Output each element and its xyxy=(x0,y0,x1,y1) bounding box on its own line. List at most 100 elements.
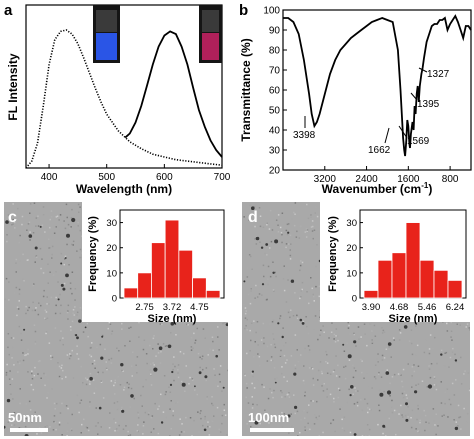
tem-texture-speck xyxy=(402,396,405,399)
peak-label-1569: 1569 xyxy=(407,136,430,147)
tem-texture-speck xyxy=(469,329,470,331)
nanoparticle-dot xyxy=(379,392,384,397)
tem-texture-speck xyxy=(281,411,283,414)
nanoparticle-dot xyxy=(301,322,305,325)
tem-texture-speck xyxy=(164,393,167,396)
tem-texture-speck xyxy=(101,334,104,337)
tem-texture-speck xyxy=(102,371,104,374)
nanoparticle-dot xyxy=(405,402,408,406)
tem-texture-speck xyxy=(314,414,316,416)
tem-texture-speck xyxy=(92,379,95,381)
tem-texture-speck xyxy=(71,271,74,273)
tem-texture-speck xyxy=(94,425,97,427)
tem-texture-speck xyxy=(246,318,248,321)
nanoparticle-dot xyxy=(204,375,208,379)
panel-a-chart: a 400 500 600 700 FL Intensity Wavelength (… xyxy=(4,2,231,196)
tem-texture-speck xyxy=(282,327,284,329)
tem-texture-speck xyxy=(323,383,325,385)
tem-texture-speck xyxy=(316,400,318,403)
tem-texture-speck xyxy=(66,216,68,219)
tem-texture-speck xyxy=(34,309,36,312)
tem-texture-speck xyxy=(254,238,256,240)
tem-texture-speck xyxy=(347,327,350,329)
tem-texture-speck xyxy=(117,376,119,378)
tem-texture-speck xyxy=(349,431,352,434)
tem-texture-speck xyxy=(415,384,417,386)
tem-texture-speck xyxy=(51,257,53,259)
tem-texture-speck xyxy=(266,222,268,225)
y-tick-label-30: 30 xyxy=(106,218,117,229)
tem-texture-speck xyxy=(211,402,213,405)
tem-texture-speck xyxy=(301,261,304,264)
tem-texture-speck xyxy=(272,333,274,335)
tem-texture-speck xyxy=(202,424,204,427)
tem-texture-speck xyxy=(424,414,427,417)
tem-texture-speck xyxy=(5,374,8,376)
tem-texture-speck xyxy=(404,396,406,398)
tem-texture-speck xyxy=(355,345,357,347)
tem-texture-speck xyxy=(360,336,362,338)
tem-texture-speck xyxy=(244,374,246,377)
nanoparticle-dot xyxy=(251,206,255,210)
tem-texture-speck xyxy=(294,292,296,294)
tem-texture-speck xyxy=(68,264,70,266)
tem-texture-speck xyxy=(255,331,257,334)
x-tick-label-500: 500 xyxy=(98,172,115,183)
tem-texture-speck xyxy=(193,419,195,422)
tem-texture-speck xyxy=(152,362,154,364)
tem-texture-speck xyxy=(49,226,51,229)
x-tick-label-5.46: 5.46 xyxy=(418,302,437,313)
tem-texture-speck xyxy=(445,351,448,354)
tem-texture-speck xyxy=(87,429,90,432)
histogram-y-axis-label: Frequency (%) xyxy=(87,216,99,292)
nanoparticle-dot xyxy=(225,323,228,327)
tem-texture-speck xyxy=(14,227,16,229)
tem-texture-speck xyxy=(11,224,13,226)
x-tick-label-4.68: 4.68 xyxy=(390,302,409,313)
tem-texture-speck xyxy=(419,421,421,424)
tem-texture-speck xyxy=(306,411,309,414)
tem-texture-speck xyxy=(78,211,80,213)
tem-texture-speck xyxy=(204,415,206,418)
tem-texture-speck xyxy=(267,283,269,286)
tem-texture-speck xyxy=(34,411,36,413)
tem-texture-speck xyxy=(466,412,469,415)
tem-texture-speck xyxy=(110,333,113,335)
panel-d-overlay: d 0 10 20 30 3.90 4.68 5.46 6.24 Size (nm) Freque… xyxy=(248,202,470,432)
tem-texture-speck xyxy=(287,223,290,225)
tem-texture-speck xyxy=(150,384,153,386)
tem-texture-speck xyxy=(399,332,402,334)
tem-texture-speck xyxy=(71,349,73,352)
nanoparticle-dot xyxy=(260,246,264,249)
tem-texture-speck xyxy=(271,321,274,323)
tem-texture-speck xyxy=(401,414,403,416)
tem-texture-speck xyxy=(297,360,300,363)
tem-texture-speck xyxy=(46,317,49,319)
nanoparticle-dot xyxy=(167,344,172,349)
tem-texture-speck xyxy=(227,369,228,372)
tem-texture-speck xyxy=(19,260,21,262)
tem-texture-speck xyxy=(374,364,377,366)
tem-texture-speck xyxy=(284,362,287,364)
tem-texture-speck xyxy=(424,429,426,432)
y-tick-label-40: 40 xyxy=(269,126,281,137)
tem-texture-speck xyxy=(283,265,285,267)
nanoparticle-dot xyxy=(98,406,102,410)
tem-texture-speck xyxy=(128,327,130,329)
tem-texture-speck xyxy=(59,312,62,315)
tem-texture-speck xyxy=(121,366,124,368)
tem-texture-speck xyxy=(27,353,29,355)
tem-texture-speck xyxy=(410,417,412,419)
tem-texture-speck xyxy=(250,255,252,258)
tem-texture-speck xyxy=(313,229,316,231)
tem-texture-speck xyxy=(391,411,394,414)
tem-texture-speck xyxy=(219,365,222,367)
tem-texture-speck xyxy=(368,428,371,431)
tem-texture-speck xyxy=(423,409,425,412)
tem-texture-speck xyxy=(292,424,295,427)
tem-texture-speck xyxy=(267,278,269,280)
tem-texture-speck xyxy=(308,404,310,406)
tem-texture-speck xyxy=(143,421,145,423)
tem-texture-speck xyxy=(304,391,306,393)
tem-texture-speck xyxy=(125,425,127,427)
